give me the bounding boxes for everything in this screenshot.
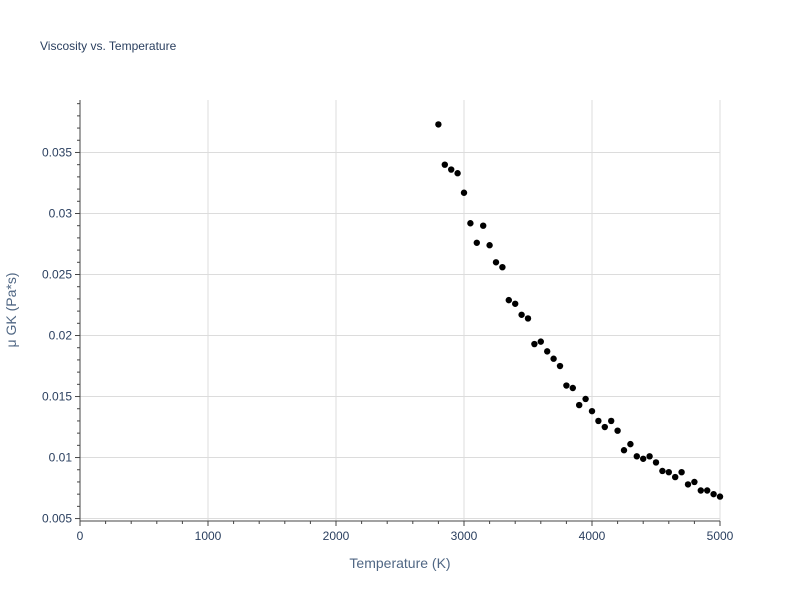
y-tick-label: 0.01 (49, 451, 73, 465)
data-point (672, 473, 679, 481)
data-point (684, 481, 692, 488)
data-point (492, 259, 500, 266)
data-point (576, 401, 583, 409)
chart-title: Viscosity vs. Temperature (40, 39, 177, 53)
x-tick-label: 3000 (451, 529, 478, 543)
data-point (659, 467, 666, 475)
data-point (435, 121, 442, 128)
tick-labels: 0 1000 2000 3000 4000 5000 0.005 0.01 0.015 0.02 0… (42, 145, 734, 543)
data-point (633, 453, 640, 460)
axes (75, 100, 721, 526)
data-point (441, 161, 448, 168)
data-point (531, 340, 538, 348)
data-point (518, 311, 525, 318)
data-point (710, 490, 717, 498)
data-point (467, 220, 474, 227)
data-point (512, 300, 519, 307)
data-point (537, 338, 544, 345)
data-points (435, 121, 724, 500)
data-point (524, 315, 532, 322)
y-tick-label: 0.025 (42, 268, 72, 282)
y-tick-label: 0.005 (42, 512, 72, 526)
data-point (550, 355, 557, 362)
data-point (505, 296, 512, 304)
data-point (614, 427, 621, 434)
data-point (697, 487, 704, 494)
x-tick-label: 2000 (323, 529, 350, 543)
data-point (460, 189, 468, 196)
data-point (627, 440, 634, 448)
data-point (454, 170, 461, 177)
data-point (544, 348, 551, 355)
data-point (563, 382, 570, 389)
data-point (691, 478, 698, 486)
data-point (480, 222, 487, 229)
data-point (704, 487, 711, 494)
data-point (665, 468, 672, 476)
x-axis-title: Temperature (K) (349, 555, 450, 571)
y-axis-title: μ GK (Pa*s) (3, 273, 19, 348)
data-point (646, 453, 653, 460)
x-tick-label: 4000 (579, 529, 606, 543)
data-point (640, 455, 647, 462)
data-point (486, 242, 493, 249)
data-point (588, 407, 596, 415)
data-point (601, 423, 608, 431)
y-tick-label: 0.035 (42, 145, 72, 159)
data-point (595, 417, 602, 425)
x-tick-label: 5000 (707, 529, 734, 543)
data-point (678, 468, 685, 476)
gridlines (80, 100, 721, 521)
data-point (652, 459, 660, 466)
data-point (582, 395, 589, 403)
data-point (608, 417, 615, 425)
y-tick-label: 0.02 (49, 329, 73, 343)
data-point (473, 239, 480, 246)
data-point (448, 166, 455, 173)
x-tick-label: 0 (77, 529, 84, 543)
data-point (569, 384, 576, 392)
data-point (716, 493, 724, 500)
data-point (499, 263, 506, 271)
y-tick-label: 0.015 (42, 390, 72, 404)
x-tick-label: 1000 (195, 529, 222, 543)
data-point (620, 447, 628, 454)
data-point (556, 362, 564, 370)
y-tick-label: 0.03 (49, 206, 73, 220)
